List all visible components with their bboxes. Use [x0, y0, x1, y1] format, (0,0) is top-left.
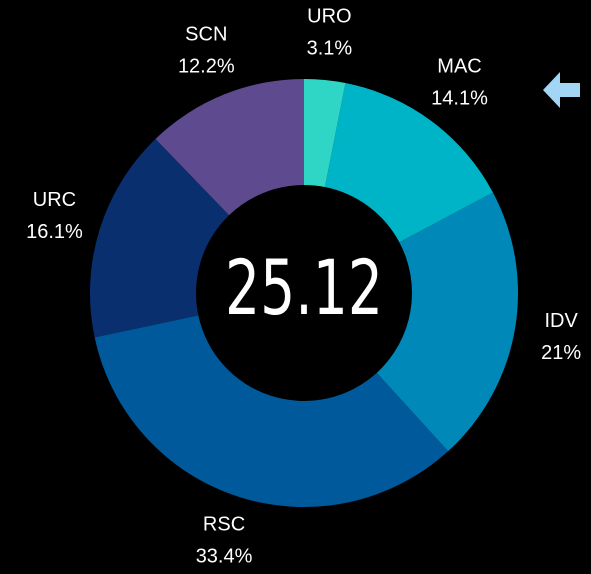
- segment-value: 12.2%: [178, 55, 235, 77]
- segment-value: 33.4%: [196, 546, 253, 568]
- donut-segment: [94, 315, 449, 507]
- segment-value: 3.1%: [307, 38, 353, 60]
- segment-label: URO: [307, 6, 351, 28]
- segment-label: MAC: [437, 56, 481, 78]
- donut-segment: [324, 83, 493, 243]
- donut-segment: [304, 79, 346, 188]
- donut-segment: [89, 138, 230, 338]
- segment-label: URC: [33, 189, 76, 211]
- segment-label: SCN: [185, 23, 227, 45]
- center-value: 25.12: [225, 243, 383, 332]
- segment-value: 16.1%: [26, 221, 83, 243]
- segment-value: 21%: [541, 342, 581, 364]
- pointer-arrow: [543, 72, 580, 108]
- donut-segment: [376, 192, 518, 452]
- segment-label: IDV: [545, 310, 579, 332]
- segment-label: RSC: [203, 514, 245, 536]
- donut-segment: [155, 79, 304, 216]
- segment-value: 14.1%: [431, 88, 488, 110]
